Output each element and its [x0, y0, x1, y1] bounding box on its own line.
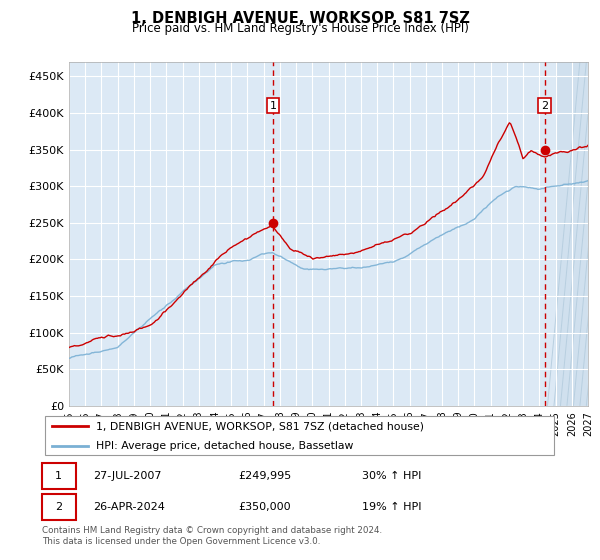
Text: 26-APR-2024: 26-APR-2024	[94, 502, 166, 512]
Text: £249,995: £249,995	[238, 471, 292, 481]
Text: 1, DENBIGH AVENUE, WORKSOP, S81 7SZ: 1, DENBIGH AVENUE, WORKSOP, S81 7SZ	[131, 11, 469, 26]
Text: HPI: Average price, detached house, Bassetlaw: HPI: Average price, detached house, Bass…	[96, 441, 353, 451]
Text: 1: 1	[269, 101, 277, 110]
Text: Price paid vs. HM Land Registry's House Price Index (HPI): Price paid vs. HM Land Registry's House …	[131, 22, 469, 35]
Text: 2: 2	[541, 101, 548, 110]
Text: 30% ↑ HPI: 30% ↑ HPI	[362, 471, 421, 481]
FancyBboxPatch shape	[42, 463, 76, 489]
Text: 19% ↑ HPI: 19% ↑ HPI	[362, 502, 421, 512]
Text: £350,000: £350,000	[238, 502, 291, 512]
Text: 1: 1	[55, 471, 62, 481]
Text: 2: 2	[55, 502, 62, 512]
FancyBboxPatch shape	[42, 494, 76, 520]
Text: 27-JUL-2007: 27-JUL-2007	[94, 471, 162, 481]
FancyBboxPatch shape	[44, 416, 554, 455]
Text: 1, DENBIGH AVENUE, WORKSOP, S81 7SZ (detached house): 1, DENBIGH AVENUE, WORKSOP, S81 7SZ (det…	[96, 421, 424, 431]
Text: Contains HM Land Registry data © Crown copyright and database right 2024.
This d: Contains HM Land Registry data © Crown c…	[42, 526, 382, 546]
Bar	[556, 62, 588, 406]
